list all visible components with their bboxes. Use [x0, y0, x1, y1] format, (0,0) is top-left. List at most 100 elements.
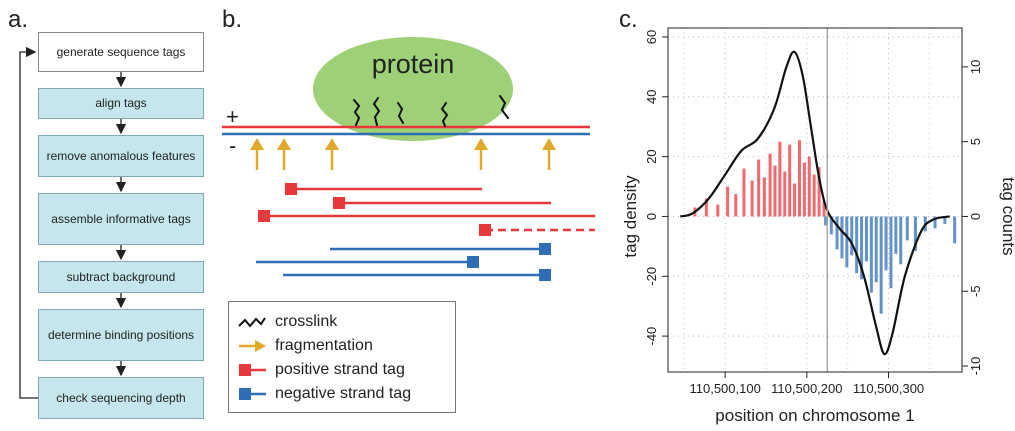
positive-count-bar — [768, 153, 772, 217]
protein-blob — [313, 37, 513, 141]
legend-label: fragmentation — [275, 337, 373, 354]
crosslink-icon — [238, 317, 266, 328]
fragmentation-arrowhead — [542, 138, 556, 150]
x-tick-label: 110,500,200 — [771, 381, 842, 396]
loop-back-arrow — [19, 46, 38, 399]
fragmentation-arrowhead — [277, 138, 291, 150]
y2-tick-label: 5 — [968, 138, 983, 145]
negative-count-bar — [894, 216, 898, 254]
crosslink-4 — [440, 102, 449, 127]
flow-step-generate: generate sequence tags — [38, 32, 204, 72]
positive-count-bar — [797, 140, 801, 217]
plot-frame — [667, 27, 963, 373]
positive-count-bar — [704, 198, 708, 217]
negative-count-bar — [889, 216, 893, 289]
legend: crosslink fragmentation positive strand … — [228, 301, 456, 413]
positive-count-bar — [726, 186, 730, 217]
flow-step-determine: determine binding positions — [38, 309, 204, 361]
legend-item-fragmentation: fragmentation — [237, 336, 373, 356]
negative-count-bar — [869, 216, 873, 293]
legend-label: negative strand tag — [275, 385, 412, 402]
positive-count-bar — [807, 156, 811, 217]
crosslink-1 — [353, 99, 361, 126]
legend-label: positive strand tag — [275, 361, 405, 378]
y2-tick-label: 10 — [968, 60, 983, 74]
positive-count-bar — [812, 174, 816, 217]
negative-count-bar — [860, 216, 864, 280]
positive-count-bar — [762, 177, 766, 217]
y2-tick-label: -5 — [968, 285, 983, 297]
blue-tag-icon — [239, 388, 266, 400]
positive-tag-marker — [285, 183, 297, 195]
negative-count-bar — [943, 216, 947, 224]
negative-count-bar — [933, 216, 937, 229]
y2-tick-label: -10 — [968, 357, 983, 376]
positive-tag-marker — [479, 224, 491, 236]
arrow-icon — [239, 340, 266, 352]
positive-count-bar — [778, 141, 782, 217]
negative-count-bar — [855, 216, 859, 274]
positive-tag-marker — [258, 210, 270, 222]
fragmentation-arrowhead — [325, 138, 339, 150]
flowchart-connectors — [19, 46, 127, 399]
minus-strand-label: - — [229, 133, 236, 158]
density-curve — [679, 50, 950, 356]
positive-count-bar — [757, 159, 761, 217]
positive-count-bar — [788, 144, 792, 217]
protein-label: protein — [372, 49, 455, 79]
x-tick-label: 110,500,100 — [689, 381, 760, 396]
legend-item-negative: negative strand tag — [237, 384, 411, 404]
fragmentation-arrowhead — [250, 138, 264, 150]
y2-axis-label: tag counts — [999, 177, 1015, 255]
negative-count-bar — [850, 216, 854, 256]
negative-tag-marker — [539, 269, 551, 281]
negative-count-bar — [845, 216, 849, 268]
red-tag-icon — [239, 364, 266, 376]
positive-count-bar — [716, 204, 720, 217]
positive-count-bar — [793, 183, 797, 217]
panel-label-b: b. — [222, 6, 243, 33]
y-tick-label: -20 — [644, 267, 659, 286]
crosslink-schematic: protein + - — [222, 37, 595, 281]
chart-axes: -40 -20 0 20 40 60 -10 -5 0 5 10 110,500,100 110,500… — [644, 30, 983, 396]
flow-step-assemble: assemble informative tags — [38, 193, 204, 245]
negative-count-bar — [879, 216, 883, 314]
y-tick-label: 60 — [644, 30, 659, 44]
x-axis-label: position on chromosome 1 — [715, 406, 914, 425]
flow-step-align: align tags — [38, 88, 204, 119]
plus-strand-label: + — [226, 104, 239, 129]
crosslink-3 — [397, 102, 404, 124]
fragmentation-arrowhead — [474, 138, 488, 150]
panel-label-a: a. — [8, 6, 29, 33]
flow-step-subtract: subtract background — [38, 261, 204, 293]
crosslink-2 — [372, 97, 381, 126]
panel-label-c: c. — [619, 6, 638, 33]
negative-count-bar — [899, 216, 903, 265]
y-axis-label: tag density — [621, 175, 640, 258]
positive-count-bar — [742, 168, 746, 217]
negative-count-bar — [953, 216, 957, 244]
negative-count-bar — [824, 216, 828, 226]
negative-count-bar — [840, 216, 844, 259]
flow-step-check: check sequencing depth — [38, 377, 204, 419]
y-tick-label: 20 — [644, 149, 659, 163]
negative-count-bar — [829, 216, 833, 235]
negative-tag-marker — [539, 243, 551, 255]
negative-tag-marker — [467, 256, 479, 268]
negative-count-bar — [835, 216, 839, 250]
positive-tag-marker — [333, 197, 345, 209]
negative-count-bar — [913, 216, 917, 251]
x-tick-label: 110,500,300 — [853, 381, 924, 396]
flow-step-remove: remove anomalous features — [38, 135, 204, 177]
y-tick-label: -40 — [644, 327, 659, 346]
positive-count-bar — [822, 201, 826, 217]
y2-tick-label: 0 — [968, 213, 983, 220]
positive-count-bar — [773, 165, 777, 217]
negative-count-bar — [864, 216, 868, 262]
legend-item-positive: positive strand tag — [237, 360, 405, 380]
positive-count-bar — [817, 167, 821, 217]
negative-count-bar — [905, 216, 909, 241]
chart-bars — [693, 140, 957, 314]
positive-count-bar — [734, 194, 738, 217]
